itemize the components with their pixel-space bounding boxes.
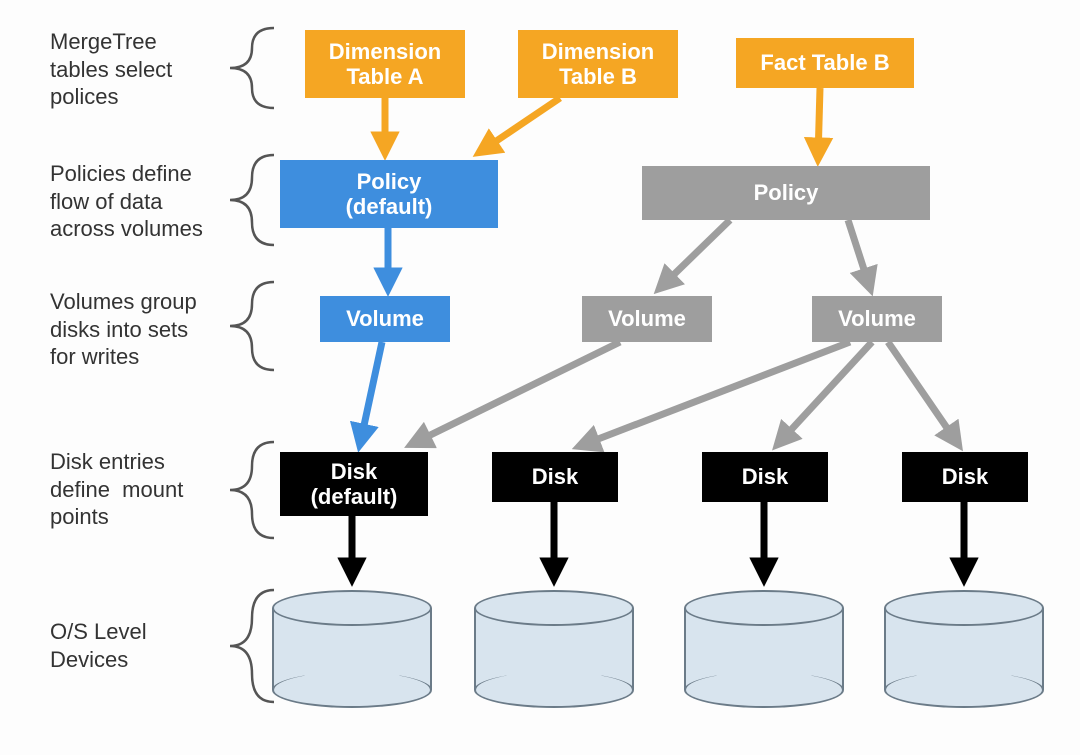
policy-default-label: Policy (default) bbox=[346, 169, 433, 220]
disk-3: Disk bbox=[702, 452, 828, 502]
volume-blue-label: Volume bbox=[346, 306, 424, 331]
cyl-4-top bbox=[884, 590, 1044, 626]
lbl-policies: Policies define flow of data across volu… bbox=[50, 160, 203, 243]
brace-5 bbox=[230, 590, 274, 702]
brace-4 bbox=[230, 442, 274, 538]
a-volume-disk bbox=[360, 342, 382, 444]
disk-3-label: Disk bbox=[742, 464, 788, 489]
a-policy-gray-v1 bbox=[660, 220, 730, 288]
disk-default-label: Disk (default) bbox=[311, 459, 398, 510]
a-fact-policy bbox=[818, 88, 820, 158]
volume-gray-1: Volume bbox=[582, 296, 712, 342]
brace-3 bbox=[230, 282, 274, 370]
fact-b-label: Fact Table B bbox=[760, 50, 889, 75]
brace-2 bbox=[230, 155, 274, 245]
a-dimB-policy bbox=[480, 98, 560, 152]
cyl-1-top bbox=[272, 590, 432, 626]
a-v1-disk1 bbox=[412, 342, 620, 444]
cyl-2-top bbox=[474, 590, 634, 626]
disk-4-label: Disk bbox=[942, 464, 988, 489]
cyl-2-bottom bbox=[474, 672, 634, 708]
volume-gray-2: Volume bbox=[812, 296, 942, 342]
a-v2-disk3 bbox=[778, 342, 872, 444]
cyl-3-bottom bbox=[684, 672, 844, 708]
dim-b-label: Dimension Table B bbox=[542, 39, 654, 90]
lbl-devices: O/S Level Devices bbox=[50, 618, 147, 673]
volume-blue: Volume bbox=[320, 296, 450, 342]
cyl-1-bottom bbox=[272, 672, 432, 708]
dim-a: Dimension Table A bbox=[305, 30, 465, 98]
dim-b: Dimension Table B bbox=[518, 30, 678, 98]
policy-default: Policy (default) bbox=[280, 160, 498, 228]
policy-gray: Policy bbox=[642, 166, 930, 220]
a-v2-disk2 bbox=[580, 342, 850, 446]
disk-2: Disk bbox=[492, 452, 618, 502]
cyl-4-bottom bbox=[884, 672, 1044, 708]
disk-default: Disk (default) bbox=[280, 452, 428, 516]
lbl-tables: MergeTree tables select polices bbox=[50, 28, 172, 111]
disk-2-label: Disk bbox=[532, 464, 578, 489]
policy-gray-label: Policy bbox=[754, 180, 819, 205]
lbl-volumes: Volumes group disks into sets for writes bbox=[50, 288, 197, 371]
diagram-stage: { "colors": { "orange": "#f5a623", "blue… bbox=[0, 0, 1080, 755]
a-v2-disk4 bbox=[888, 342, 958, 444]
volume-gray-2-label: Volume bbox=[838, 306, 916, 331]
fact-b: Fact Table B bbox=[736, 38, 914, 88]
dim-a-label: Dimension Table A bbox=[329, 39, 441, 90]
brace-1 bbox=[230, 28, 274, 108]
volume-gray-1-label: Volume bbox=[608, 306, 686, 331]
disk-4: Disk bbox=[902, 452, 1028, 502]
cyl-3-top bbox=[684, 590, 844, 626]
a-policy-gray-v2 bbox=[848, 220, 870, 288]
lbl-disks: Disk entries define mount points bbox=[50, 448, 183, 531]
